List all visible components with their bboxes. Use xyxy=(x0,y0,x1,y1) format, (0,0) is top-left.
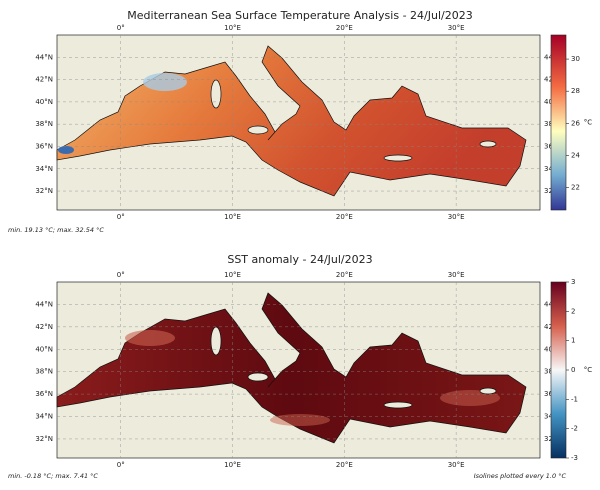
lon-label: 10°E xyxy=(224,271,241,279)
cold-patch xyxy=(143,73,187,91)
lat-label: 44°N xyxy=(35,53,53,61)
lat-label: 40°N xyxy=(35,98,53,106)
colorbar-label: 3 xyxy=(571,278,575,286)
colorbar-unit: °C xyxy=(584,366,593,374)
lat-label: 34°N xyxy=(35,413,53,421)
lon-label: 30°E xyxy=(448,24,465,32)
anomaly-panel xyxy=(56,281,541,459)
lon-label: 0° xyxy=(117,213,125,221)
colorbar-label: 22 xyxy=(571,184,580,192)
lat-label: 40°N xyxy=(35,345,53,353)
panel-title: SST anomaly - 24/Jul/2023 xyxy=(227,253,372,266)
colorbar-label: -3 xyxy=(571,454,578,462)
note: Isolines plotted every 1.0 °C xyxy=(474,472,567,480)
note: min. -0.18 °C; max. 7.41 °C xyxy=(8,472,98,480)
lat-label: 38°N xyxy=(35,368,53,376)
lon-label: 0° xyxy=(117,271,125,279)
colorbar-unit: °C xyxy=(584,119,593,127)
colorbar xyxy=(550,34,567,211)
lat-label: 34°N xyxy=(35,165,53,173)
lon-label: 30°E xyxy=(448,271,465,279)
lat-label: 42°N xyxy=(35,323,53,331)
colorbar-label: 30 xyxy=(571,55,580,63)
lon-label: 20°E xyxy=(336,461,353,469)
lon-label: 20°E xyxy=(336,24,353,32)
panel-title: Mediterranean Sea Surface Temperature An… xyxy=(127,9,472,22)
lat-label: 38°N xyxy=(35,120,53,128)
colorbar-label: 26 xyxy=(571,119,580,127)
lon-label: 30°E xyxy=(448,461,465,469)
colorbar xyxy=(550,281,567,459)
colorbar-label: 2 xyxy=(571,307,575,315)
lon-label: 30°E xyxy=(448,213,465,221)
lat-label: 32°N xyxy=(35,187,53,195)
lat-label: 32°N xyxy=(35,435,53,443)
lon-label: 10°E xyxy=(224,24,241,32)
lat-label: 36°N xyxy=(35,142,53,150)
lon-label: 0° xyxy=(117,24,125,32)
colorbar-label: -1 xyxy=(571,395,578,403)
anomaly-patch xyxy=(270,414,330,426)
colorbar-label: 0 xyxy=(571,366,575,374)
lon-label: 20°E xyxy=(336,271,353,279)
lon-label: 10°E xyxy=(224,213,241,221)
lon-label: 10°E xyxy=(224,461,241,469)
colorbar-label: 28 xyxy=(571,87,580,95)
lat-label: 36°N xyxy=(35,390,53,398)
lat-label: 44°N xyxy=(35,300,53,308)
sst-panel xyxy=(56,34,541,211)
colorbar-label: -2 xyxy=(571,425,578,433)
anomaly-patch xyxy=(125,330,175,346)
colorbar-label: 1 xyxy=(571,337,575,345)
lat-label: 42°N xyxy=(35,76,53,84)
cold-patch xyxy=(58,146,74,154)
lon-label: 20°E xyxy=(336,213,353,221)
colorbar-label: 24 xyxy=(571,151,580,159)
lon-label: 0° xyxy=(117,461,125,469)
note: min. 19.13 °C; max. 32.54 °C xyxy=(8,226,104,234)
